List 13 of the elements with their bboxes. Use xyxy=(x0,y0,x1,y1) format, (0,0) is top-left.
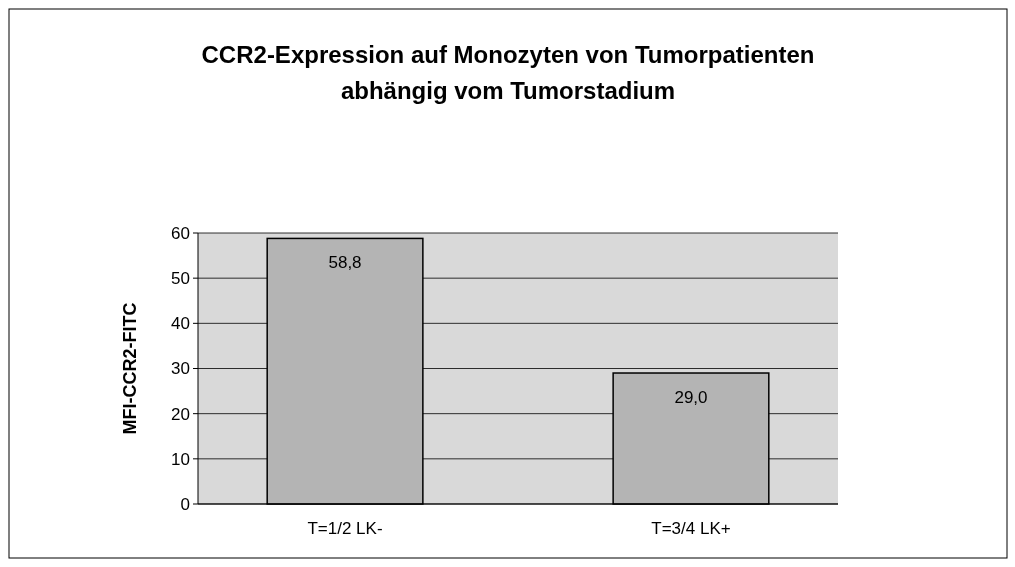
y-tick-label: 10 xyxy=(171,449,190,469)
x-tick-label: T=3/4 LK+ xyxy=(651,519,731,538)
y-axis-title: MFI-CCR2-FITC xyxy=(120,302,140,435)
y-tick-label: 20 xyxy=(171,404,190,424)
x-tick-label: T=1/2 LK- xyxy=(307,519,383,538)
y-tick-label: 60 xyxy=(171,223,190,243)
y-tick-label: 30 xyxy=(171,359,190,379)
chart-title: CCR2-Expression auf Monozyten von Tumorpatienten abhängig vom Tumorstadium xyxy=(201,41,815,104)
data-label: 58,8 xyxy=(328,253,362,273)
data-label: 29,0 xyxy=(674,388,708,408)
y-tick-label: 40 xyxy=(171,314,190,334)
y-tick-label: 0 xyxy=(180,494,190,514)
y-tick-label: 50 xyxy=(171,269,190,289)
